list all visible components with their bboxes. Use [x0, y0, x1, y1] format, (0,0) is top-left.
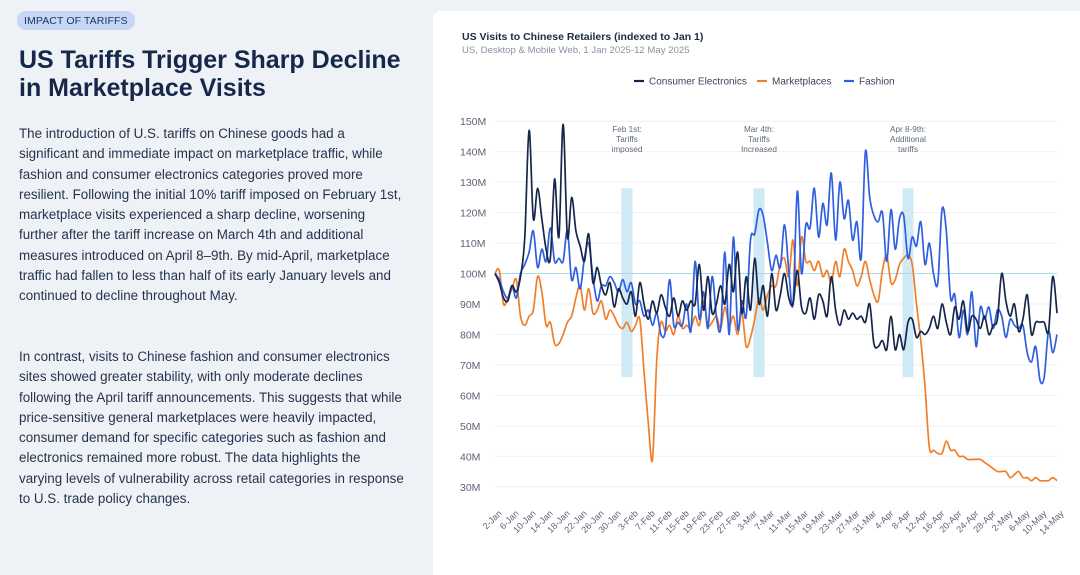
y-tick-label: 80M	[460, 329, 480, 341]
y-tick-label: 50M	[460, 421, 480, 433]
line-chart: 30M 40M 50M 60M 70M 80M 90M 100M 110M 120M 130M 140…	[460, 77, 1066, 537]
y-tick-label: 100M	[460, 269, 486, 281]
y-tick-label: 140M	[460, 147, 486, 159]
tariff-annotation: Mar 4th: Tariffs Increased	[741, 125, 777, 154]
legend-label-consumer-electronics: Consumer Electronics	[649, 77, 747, 88]
category-badge[interactable]: IMPACT OF TARIFFS	[17, 11, 135, 30]
series-line-consumer-electronics	[494, 123, 1058, 352]
body-paragraph-2: In contrast, visits to Chinese fashion a…	[19, 349, 404, 507]
y-tick-label: 130M	[460, 177, 486, 189]
chart-card: US Visits to Chinese Retailers (indexed …	[433, 11, 1080, 575]
series-line-fashion	[494, 149, 1058, 385]
tariff-band	[753, 188, 765, 378]
y-tick-label: 150M	[460, 116, 486, 128]
x-tick-label: 4-Apr	[873, 508, 896, 531]
y-tick-label: 40M	[460, 451, 480, 463]
body-paragraph-1: The introduction of U.S. tariffs on Chin…	[19, 126, 402, 304]
chart-subtitle: US, Desktop & Mobile Web, 1 Jan 2025-12 …	[462, 45, 690, 56]
series-line-marketplaces	[494, 235, 1058, 482]
y-tick-label: 60M	[460, 390, 480, 402]
y-tick-label: 120M	[460, 208, 486, 220]
tariff-annotation: Apr 8-9th: Additional tariffs	[890, 125, 926, 154]
y-tick-label: 30M	[460, 482, 480, 494]
y-tick-label: 110M	[460, 238, 486, 250]
y-tick-label: 90M	[460, 299, 480, 311]
chart-title: US Visits to Chinese Retailers (indexed …	[462, 31, 704, 43]
page-title: US Tariffs Trigger Sharp Decline in Mark…	[19, 46, 401, 102]
legend-label-fashion: Fashion	[859, 77, 895, 88]
y-tick-label: 70M	[460, 360, 480, 372]
legend-label-marketplaces: Marketplaces	[772, 77, 831, 88]
article-panel: IMPACT OF TARIFFS US Tariffs Trigger Sha…	[0, 0, 430, 575]
tariff-annotation: Feb 1st: Tariffs imposed	[612, 125, 643, 154]
